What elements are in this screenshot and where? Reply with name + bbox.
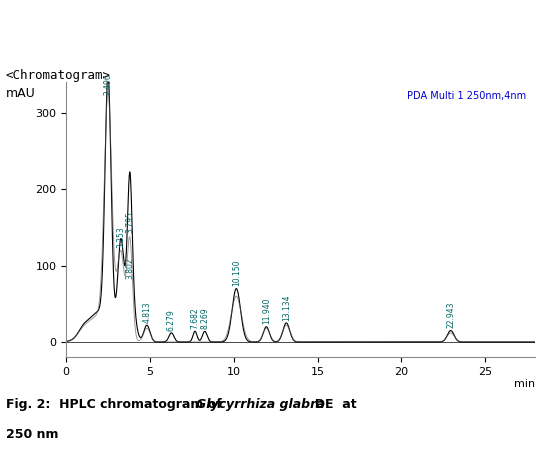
Text: 3.802: 3.802 <box>125 257 135 278</box>
Text: 7.682: 7.682 <box>190 307 199 329</box>
Text: DE  at: DE at <box>306 398 357 411</box>
Text: 2.496: 2.496 <box>104 74 113 95</box>
Text: Fig. 2:  HPLC chromatogram of: Fig. 2: HPLC chromatogram of <box>6 398 226 411</box>
Text: min: min <box>514 379 535 389</box>
Text: 10.150: 10.150 <box>232 260 241 286</box>
Text: 22.943: 22.943 <box>446 302 455 328</box>
Text: PDA Multi 1 250nm,4nm: PDA Multi 1 250nm,4nm <box>407 91 526 101</box>
Text: 8.269: 8.269 <box>200 307 209 329</box>
Text: 3.795: 3.795 <box>125 211 134 233</box>
Text: 13.134: 13.134 <box>282 294 291 321</box>
Text: 11.940: 11.940 <box>262 298 271 324</box>
Text: 4.813: 4.813 <box>142 301 151 323</box>
Text: 250 nm: 250 nm <box>6 428 58 441</box>
Text: 6.279: 6.279 <box>167 309 176 331</box>
Text: 3.253: 3.253 <box>116 226 125 248</box>
Text: Glycyrrhiza glabra: Glycyrrhiza glabra <box>196 398 325 411</box>
Text: mAU: mAU <box>6 87 35 100</box>
Text: <Chromatogram>: <Chromatogram> <box>6 69 110 82</box>
